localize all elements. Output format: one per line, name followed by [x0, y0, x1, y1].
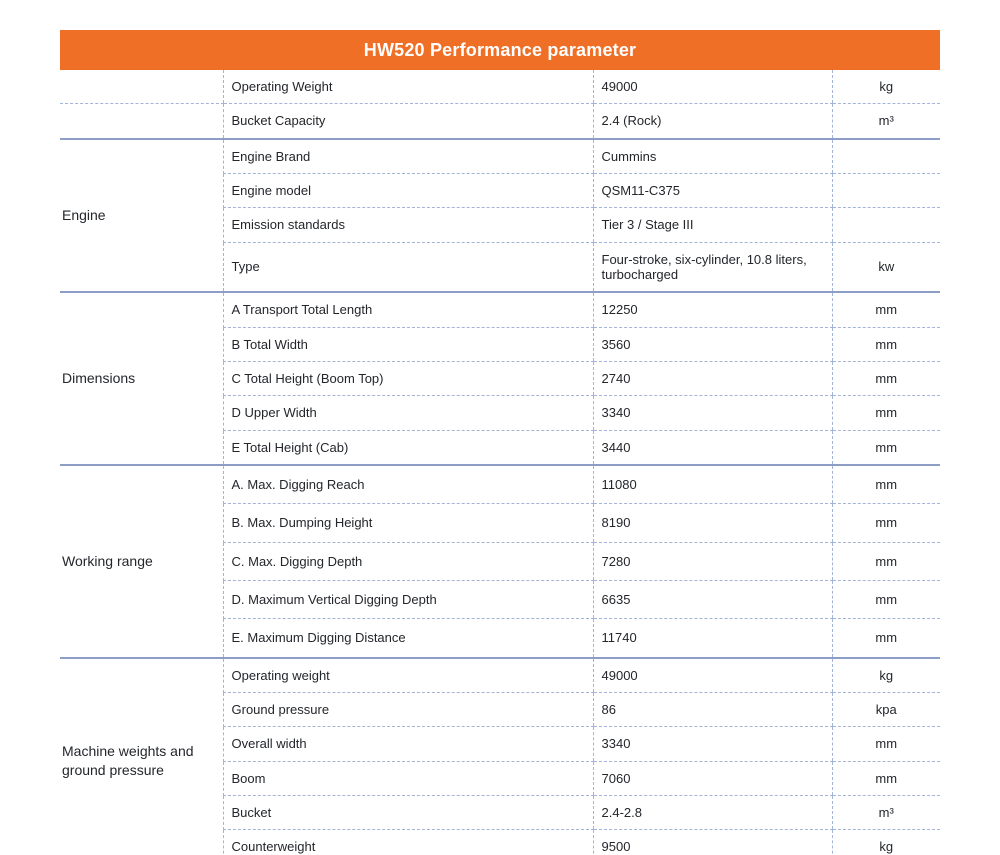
performance-parameter-table: HW520 Performance parameter Operating We… [60, 30, 941, 855]
param-name: Bucket Capacity [222, 103, 593, 140]
table-row: B. Max. Dumping Height 8190 mm [60, 503, 941, 543]
param-unit: mm [831, 395, 941, 431]
param-name: Counterweight [222, 829, 593, 855]
param-value: 12250 [592, 292, 832, 328]
table-row: Overall width 3340 mm [60, 726, 941, 762]
param-value: 3340 [592, 395, 832, 431]
table-row: Boom 7060 mm [60, 761, 941, 796]
table-row: E Total Height (Cab) 3440 mm [60, 430, 941, 466]
table-row: Type Four-stroke, six-cylinder, 10.8 lite… [60, 242, 941, 294]
param-name: E Total Height (Cab) [222, 430, 593, 466]
table-row: Engine model QSM11-C375 [60, 173, 941, 209]
table-row: Ground pressure 86 kpa [60, 692, 941, 728]
group-label-empty [60, 70, 223, 105]
param-value: 3440 [592, 430, 832, 466]
param-name: A. Max. Digging Reach [222, 464, 593, 505]
param-unit: kg [831, 829, 941, 855]
param-name: Engine model [222, 173, 593, 209]
table-row: D Upper Width 3340 mm [60, 395, 941, 431]
table-row: Machine weights and ground pressure Opera… [60, 657, 941, 855]
param-unit: kpa [831, 692, 941, 728]
param-name: B Total Width [222, 327, 593, 362]
param-name: Bucket [222, 795, 593, 831]
param-name: Operating Weight [222, 70, 593, 105]
param-unit: kg [831, 657, 941, 693]
param-name: Engine Brand [222, 138, 593, 174]
param-name: Boom [222, 761, 593, 796]
table-title: HW520 Performance parameter [60, 30, 941, 70]
param-value: 2.4-2.8 [592, 795, 832, 831]
param-unit [831, 138, 941, 174]
table-row: E. Maximum Digging Distance 11740 mm [60, 618, 941, 659]
param-value: 6635 [592, 580, 832, 620]
param-name: Overall width [222, 726, 593, 762]
param-name: Ground pressure [222, 692, 593, 728]
param-unit: mm [831, 580, 941, 620]
param-value: QSM11-C375 [592, 173, 832, 209]
param-value: 7060 [592, 761, 832, 796]
table-row: B Total Width 3560 mm [60, 327, 941, 362]
param-name: D Upper Width [222, 395, 593, 431]
table-row: Working range A. Max. Digging Reach 11080 m… [60, 464, 941, 659]
param-value: 7280 [592, 542, 832, 581]
param-value: 3560 [592, 327, 832, 362]
param-value: 86 [592, 692, 832, 728]
param-name: C Total Height (Boom Top) [222, 361, 593, 397]
param-unit: kg [831, 70, 941, 105]
group-label: Dimensions [60, 292, 223, 466]
table-row: Emission standards Tier 3 / Stage III [60, 207, 941, 243]
table-row: Counterweight 9500 kg [60, 829, 941, 855]
group-label: Engine [60, 138, 223, 294]
param-unit: m³ [831, 795, 941, 831]
param-name: Operating weight [222, 657, 593, 693]
param-unit: mm [831, 542, 941, 581]
param-value: 49000 [592, 657, 832, 693]
param-name: A Transport Total Length [222, 292, 593, 328]
param-unit: m³ [831, 103, 941, 140]
param-name: D. Maximum Vertical Digging Depth [222, 580, 593, 620]
group-label-empty [60, 103, 223, 140]
param-value: 2740 [592, 361, 832, 397]
param-unit [831, 173, 941, 209]
param-value: 11080 [592, 464, 832, 505]
param-unit: kw [831, 242, 941, 294]
param-name: C. Max. Digging Depth [222, 542, 593, 581]
table-row: Engine Engine Brand Cummins [60, 138, 941, 294]
table-row: C Total Height (Boom Top) 2740 mm [60, 361, 941, 397]
table-row: Operating Weight 49000 kg [60, 70, 941, 105]
table-row: C. Max. Digging Depth 7280 mm [60, 542, 941, 581]
table-row: Dimensions A Transport Total Length 12250 m… [60, 292, 941, 466]
param-value: Four-stroke, six-cylinder, 10.8 liters, … [592, 242, 832, 294]
param-unit: mm [831, 618, 941, 659]
group-label: Machine weights and ground pressure [60, 657, 223, 855]
group-label: Working range [60, 464, 223, 659]
param-name: E. Maximum Digging Distance [222, 618, 593, 659]
param-value: 49000 [592, 70, 832, 105]
param-value: 11740 [592, 618, 832, 659]
table-row: D. Maximum Vertical Digging Depth 6635 mm [60, 580, 941, 620]
param-value: Cummins [592, 138, 832, 174]
param-unit: mm [831, 430, 941, 466]
param-unit: mm [831, 726, 941, 762]
param-name: Emission standards [222, 207, 593, 243]
table-row: Bucket Capacity 2.4 (Rock) m³ [60, 103, 941, 140]
table-row: Bucket 2.4-2.8 m³ [60, 795, 941, 831]
param-unit: mm [831, 503, 941, 543]
param-value: 3340 [592, 726, 832, 762]
param-value: 8190 [592, 503, 832, 543]
param-unit: mm [831, 464, 941, 505]
param-unit: mm [831, 292, 941, 328]
param-value: Tier 3 / Stage III [592, 207, 832, 243]
param-unit [831, 207, 941, 243]
param-name: B. Max. Dumping Height [222, 503, 593, 543]
param-unit: mm [831, 761, 941, 796]
param-unit: mm [831, 327, 941, 362]
param-name: Type [222, 242, 593, 294]
param-value: 2.4 (Rock) [592, 103, 832, 140]
param-value: 9500 [592, 829, 832, 855]
param-unit: mm [831, 361, 941, 397]
